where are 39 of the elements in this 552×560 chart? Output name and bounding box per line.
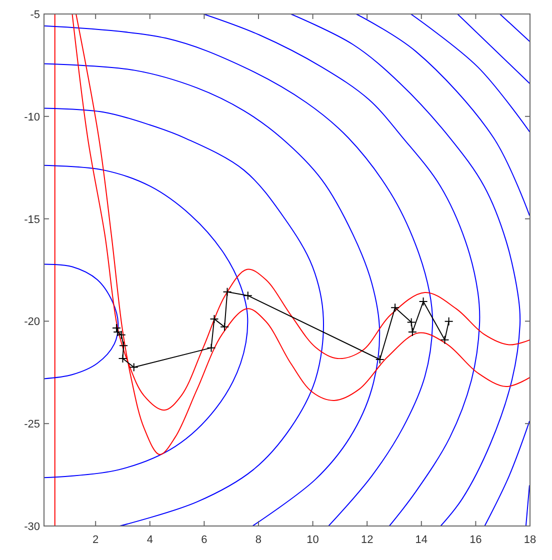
y-tick-label: -25 — [24, 418, 40, 431]
line-series — [290, 14, 521, 526]
point — [210, 314, 219, 324]
y-tick-label: -5 — [30, 9, 40, 21]
x-tick-label: 2 — [92, 534, 99, 546]
x-tick-label: 4 — [146, 534, 153, 546]
x-tick-label: 8 — [255, 534, 262, 546]
point — [129, 362, 138, 372]
point — [243, 291, 252, 300]
x-tick-label: 18 — [524, 534, 536, 546]
point — [440, 335, 450, 344]
point — [418, 297, 428, 306]
point — [444, 316, 454, 326]
point — [222, 287, 232, 296]
point — [408, 328, 417, 337]
x-tick-label: 14 — [415, 534, 428, 546]
x-tick-label: 16 — [470, 534, 482, 546]
point — [220, 322, 230, 332]
line-series — [44, 108, 324, 526]
line-series — [356, 14, 530, 216]
point — [390, 303, 400, 312]
line-series — [44, 264, 119, 380]
point — [206, 343, 216, 352]
point — [406, 318, 416, 327]
y-tick-label: -30 — [24, 521, 40, 533]
point — [375, 355, 384, 364]
y-tick-label: -10 — [24, 111, 40, 124]
line-series — [44, 25, 434, 526]
point — [119, 341, 128, 350]
point — [118, 354, 128, 363]
line-series — [202, 14, 480, 526]
x-tick-label: 6 — [201, 534, 208, 546]
y-tick-label: -15 — [24, 214, 40, 226]
point — [116, 330, 126, 340]
y-tick-label: -20 — [24, 316, 40, 328]
line-series — [44, 63, 380, 526]
line-series — [44, 164, 248, 478]
x-tick-label: 10 — [306, 534, 319, 546]
x-tick-label: 12 — [360, 534, 374, 546]
